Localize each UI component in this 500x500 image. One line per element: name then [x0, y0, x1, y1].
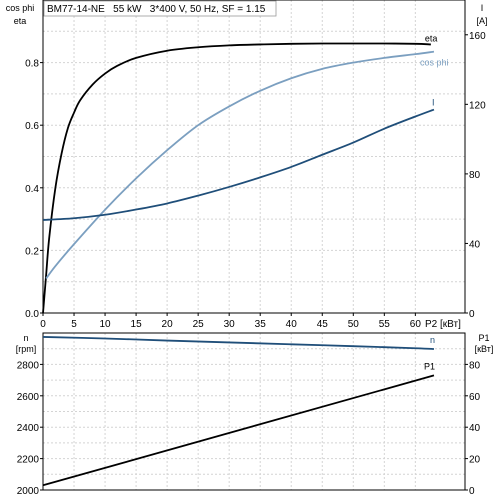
- bottom-right-tick-label: 60: [469, 392, 481, 403]
- top-left-tick-label: 0.6: [25, 121, 39, 132]
- top-series-labels: eta cos phi I: [420, 33, 449, 107]
- x-tick-label: 5: [71, 319, 77, 330]
- top-right-tick-label: 80: [469, 170, 481, 181]
- x-tick-label: 35: [255, 319, 267, 330]
- x-tick-label: 15: [131, 319, 143, 330]
- top-right-tick-label: 120: [469, 100, 486, 111]
- bottom-grid: [42, 332, 465, 491]
- top-series-lines: [42, 42, 435, 314]
- x-tick-label: 45: [317, 319, 329, 330]
- right-axis-label-power-unit: [кВт]: [475, 344, 494, 354]
- top-left-tick-label: 0.2: [25, 246, 39, 257]
- left-axis-label-speed-unit: [rpm]: [16, 344, 37, 354]
- bottom-left-tick-label: 2600: [17, 392, 40, 403]
- x-tick-label: 0: [40, 319, 46, 330]
- x-tick-label: 60: [410, 319, 422, 330]
- left-axis-label-cosphi: cos phi: [6, 3, 35, 13]
- bottom-plot-frame: [42, 332, 466, 491]
- chart-title-box: BM77-14-NE 55 kW 3*400 V, 50 Hz, SF = 1.…: [43, 0, 277, 17]
- bottom-series-labels: n P1: [424, 335, 435, 371]
- top-right-tick-label: 160: [469, 31, 486, 42]
- top-left-tick-labels: 0.0 0.2 0.4 0.6 0.8: [25, 59, 43, 320]
- efficiency-current-panel: 0 5 10 15 20 25 30 35 40 45 50 55 60 0.0 0.2 0.4 0.6 0.8…: [6, 0, 488, 330]
- speed-power-panel: 2000 2200 2400 2600 2800 0 20 40 60 80 n [rpm] P…: [16, 332, 494, 497]
- series-label-n: n: [430, 335, 435, 345]
- right-axis-label-power: P1: [478, 333, 489, 343]
- x-tick-label: 30: [224, 319, 236, 330]
- series-line-n: [42, 336, 435, 350]
- x-tick-label: 20: [162, 319, 174, 330]
- x-tick-label: 10: [99, 319, 111, 330]
- series-label-i: I: [432, 98, 435, 108]
- top-plot-frame: [42, 0, 466, 314]
- x-tick-label: 50: [348, 319, 360, 330]
- bottom-left-tick-label: 2800: [17, 360, 40, 371]
- right-axis-label-current-unit: [A]: [476, 16, 487, 26]
- top-left-tick-label: 0.0: [25, 309, 39, 320]
- chart-title: BM77-14-NE 55 kW 3*400 V, 50 Hz, SF = 1.…: [47, 4, 266, 15]
- bottom-series-lines: [42, 336, 435, 487]
- series-label-p1: P1: [424, 361, 435, 371]
- bottom-right-tick-labels: 0 20 40 60 80: [465, 360, 481, 497]
- x-tick-label: 40: [286, 319, 298, 330]
- bottom-left-tick-labels: 2000 2200 2400 2600 2800: [17, 360, 43, 497]
- series-label-eta: eta: [425, 33, 438, 43]
- series-line-i: [42, 108, 435, 221]
- bottom-left-tick-label: 2200: [17, 455, 40, 466]
- series-line-eta: [42, 42, 431, 314]
- top-x-axis-label: P2 [кВт]: [425, 319, 461, 330]
- bottom-right-tick-label: 40: [469, 423, 481, 434]
- x-tick-label: 25: [193, 319, 205, 330]
- top-right-tick-labels: 0 40 80 120 160: [465, 31, 486, 320]
- top-x-tick-labels: 0 5 10 15 20 25 30 35 40 45 50 55 60: [40, 313, 421, 330]
- left-axis-label-speed: n: [23, 333, 28, 343]
- series-label-cos-phi: cos phi: [420, 58, 449, 68]
- right-axis-label-current: I: [481, 3, 484, 13]
- bottom-left-tick-label: 2000: [17, 486, 40, 497]
- top-right-tick-label: 40: [469, 239, 481, 250]
- series-line-cos-phi: [45, 50, 435, 280]
- series-line-p1: [42, 374, 435, 487]
- top-right-tick-label: 0: [469, 309, 475, 320]
- x-tick-label: 55: [379, 319, 391, 330]
- top-left-tick-label: 0.4: [25, 184, 39, 195]
- left-axis-label-eta: eta: [14, 16, 27, 26]
- top-grid: [42, 0, 465, 314]
- bottom-right-tick-label: 80: [469, 360, 481, 371]
- bottom-right-tick-label: 0: [469, 486, 475, 497]
- bottom-left-tick-label: 2400: [17, 423, 40, 434]
- top-left-tick-label: 0.8: [25, 59, 39, 70]
- bottom-right-tick-label: 20: [469, 455, 481, 466]
